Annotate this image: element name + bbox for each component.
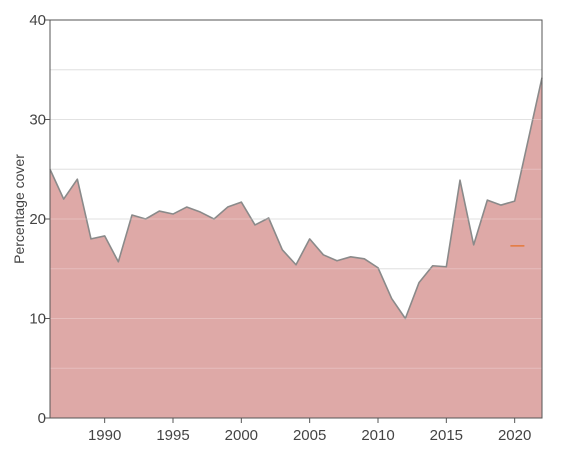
y-tick-label: 0: [38, 410, 46, 427]
y-tick-label: 40: [29, 12, 46, 29]
y-tick-label: 10: [29, 311, 46, 328]
y-tick-label: 30: [29, 112, 46, 129]
x-tick-label: 2015: [430, 427, 463, 444]
area-fill-series-0: [50, 77, 542, 419]
data-area: [49, 69, 543, 419]
x-tick-label: 1995: [156, 427, 189, 444]
x-tick-label: 2020: [498, 427, 531, 444]
x-tick-label: 2005: [293, 427, 326, 444]
series-line-0: [49, 77, 543, 320]
axes: [45, 19, 543, 423]
x-tick-label: 2000: [225, 427, 258, 444]
y-axis-title: Percentage cover: [11, 154, 27, 264]
x-tick-label: 1990: [88, 427, 121, 444]
tick-labels: 1990 1995 2000 2005 2010 2015 2020 0 10 20 30 40: [29, 12, 531, 444]
y-tick-label: 20: [29, 211, 46, 228]
x-tick-label: 2010: [361, 427, 394, 444]
